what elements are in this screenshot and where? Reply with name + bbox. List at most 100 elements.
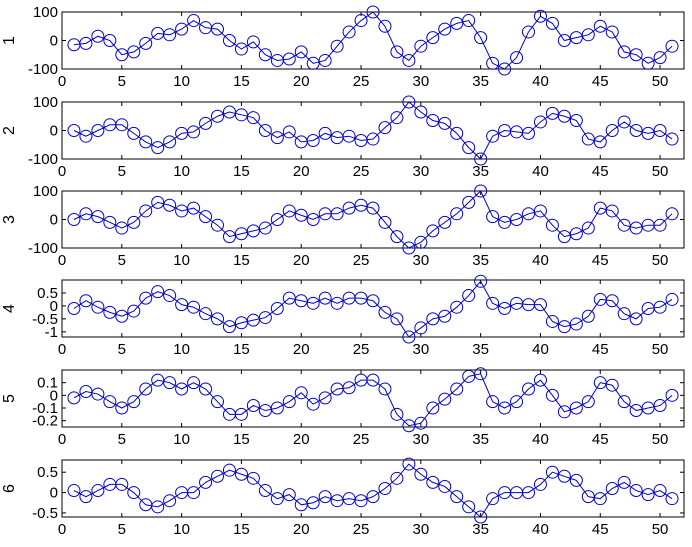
plot-area <box>61 459 685 518</box>
data-point <box>641 56 655 70</box>
x-tick-label: 30 <box>413 73 430 90</box>
x-tick-label: 10 <box>173 73 190 90</box>
data-point <box>617 307 631 321</box>
data-point <box>151 500 165 514</box>
x-tick-label: 40 <box>532 163 549 180</box>
data-point <box>390 45 404 59</box>
data-point <box>653 124 667 137</box>
x-tick-label: 15 <box>233 431 250 448</box>
data-point <box>533 477 547 491</box>
data-point <box>474 367 488 381</box>
data-point <box>306 296 320 310</box>
data-point <box>139 135 153 149</box>
data-point <box>282 204 296 218</box>
data-point <box>366 294 380 308</box>
data-point <box>91 210 105 224</box>
data-point <box>665 292 679 306</box>
data-point <box>390 111 404 125</box>
y-tick-label: -0.5 <box>32 311 58 328</box>
data-point <box>474 184 488 198</box>
data-point <box>234 227 248 241</box>
data-point <box>222 230 236 244</box>
data-point <box>605 294 619 308</box>
data-point <box>115 48 129 62</box>
data-point <box>474 152 488 166</box>
data-point <box>115 309 129 323</box>
y-tick-label: 100 <box>33 4 58 21</box>
data-point <box>426 475 440 489</box>
data-point <box>318 53 332 67</box>
y-tick-label: 0 <box>50 485 58 502</box>
data-point <box>91 300 105 314</box>
data-point <box>545 106 559 120</box>
data-point <box>665 207 679 221</box>
x-tick-label: 30 <box>413 521 430 538</box>
data-point <box>593 135 607 149</box>
data-point <box>378 305 392 319</box>
data-point <box>67 484 81 498</box>
x-tick-label: 10 <box>173 163 190 180</box>
y-tick-label: -100 <box>28 151 58 168</box>
x-tick-label: 35 <box>472 521 489 538</box>
x-tick-label: 45 <box>592 431 609 448</box>
data-point <box>629 312 643 326</box>
y-tick-label: 0.5 <box>37 464 58 481</box>
x-tick-label: 0 <box>58 73 66 90</box>
subplot-5: 0 5 10 15 20 25 30 35 40 45 500.10-0.1-0.25 <box>1 367 685 448</box>
data-point <box>222 34 236 47</box>
data-point <box>258 48 272 62</box>
x-tick-label: 20 <box>293 252 310 269</box>
data-point <box>414 235 428 249</box>
data-point <box>115 221 129 235</box>
data-point <box>67 213 81 226</box>
data-point <box>569 114 583 128</box>
data-point <box>127 486 141 500</box>
data-point <box>318 391 332 405</box>
x-tick-label: 25 <box>353 521 370 538</box>
y-tick-label: -1 <box>45 324 58 341</box>
data-point <box>450 382 464 396</box>
y-axis-label: 2 <box>1 126 18 135</box>
data-point <box>246 313 260 327</box>
data-point <box>258 311 272 325</box>
subplot-4: 0 5 10 15 20 25 30 35 40 45 500.50-0.5-14 <box>1 274 685 358</box>
data-point <box>665 492 679 506</box>
x-tick-label: 10 <box>173 341 190 358</box>
x-tick-label: 30 <box>413 252 430 269</box>
x-tick-label: 50 <box>652 521 669 538</box>
data-point <box>414 39 428 53</box>
data-point <box>557 34 571 47</box>
data-point <box>79 207 93 221</box>
data-point <box>462 289 476 303</box>
data-point <box>522 207 535 221</box>
data-point <box>306 397 320 411</box>
data-point <box>390 312 404 326</box>
data-point <box>175 204 189 218</box>
data-point <box>127 304 141 318</box>
series-line <box>73 11 673 70</box>
data-point <box>581 395 595 409</box>
data-point <box>354 198 368 212</box>
data-point <box>282 395 296 409</box>
data-point <box>462 500 476 514</box>
data-point <box>486 492 500 506</box>
data-point <box>103 395 117 409</box>
y-axis-label: 3 <box>1 215 18 224</box>
data-point <box>187 300 201 314</box>
data-point <box>163 376 177 390</box>
data-point <box>414 105 428 119</box>
data-point <box>653 218 667 232</box>
data-point <box>605 378 619 392</box>
data-point <box>653 398 667 412</box>
data-point <box>617 115 631 129</box>
data-point <box>593 19 607 33</box>
data-point <box>163 494 177 508</box>
subplot-6: 0 5 10 15 20 25 30 35 40 45 500.50-0.56 <box>1 457 685 538</box>
series-line <box>73 280 673 338</box>
data-point <box>402 330 416 344</box>
data-point <box>557 320 571 334</box>
data-point <box>366 132 380 146</box>
data-point <box>258 221 272 235</box>
data-point <box>641 488 655 502</box>
